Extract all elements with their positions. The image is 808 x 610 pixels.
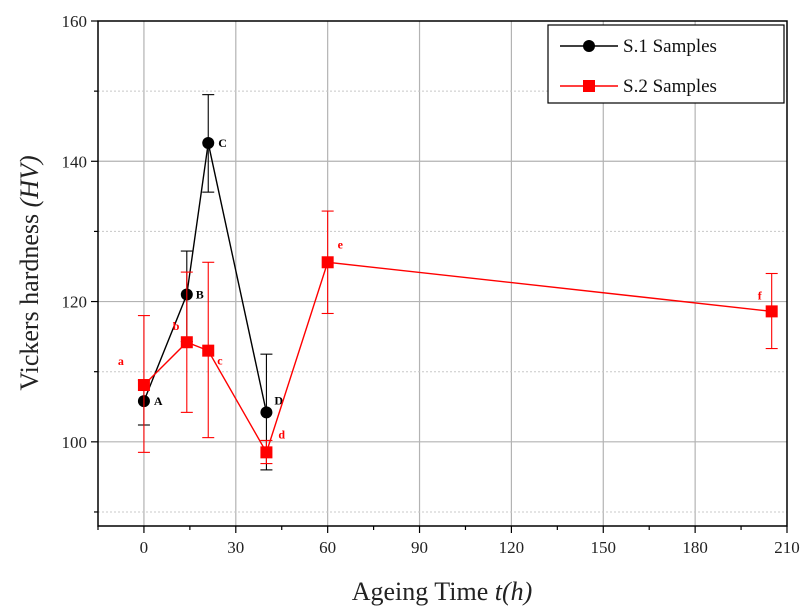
point-label: e — [338, 237, 344, 251]
x-tick-label: 120 — [499, 538, 525, 557]
y-tick-label: 100 — [62, 433, 88, 452]
plot-frame — [97, 20, 788, 527]
x-tick-label: 90 — [411, 538, 428, 557]
legend-marker-s2 — [583, 80, 595, 92]
legend-marker-s1 — [583, 40, 595, 52]
point-label: C — [218, 136, 227, 150]
x-axis-title: Ageing Time t(h) — [352, 577, 533, 606]
legend-label-s1: S.1 Samples — [623, 36, 717, 57]
axis-ticks: 0 30 60 90 120 150 180 210 100 120 140 160 — [62, 12, 800, 557]
point-label: B — [196, 288, 204, 302]
point-label: A — [154, 394, 163, 408]
series-line — [143, 261, 772, 455]
data-point — [260, 446, 273, 459]
series-1: A B C D — [137, 94, 283, 471]
y-tick-label: 160 — [62, 12, 88, 31]
point-label: b — [173, 319, 180, 333]
x-tick-label: 30 — [227, 538, 244, 557]
x-tick-label: 60 — [319, 538, 336, 557]
data-point — [137, 379, 150, 392]
y-tick-label: 120 — [62, 293, 88, 312]
series-layer: A B C Da b c d e f — [118, 94, 778, 471]
x-tick-label: 210 — [774, 538, 800, 557]
data-point — [202, 344, 215, 357]
point-label: a — [118, 354, 124, 368]
data-point — [180, 336, 193, 349]
series-line — [143, 142, 268, 413]
legend: S.1 Samples S.2 Samples — [547, 24, 785, 104]
y-tick-label: 140 — [62, 152, 88, 171]
legend-label-s2: S.2 Samples — [623, 76, 717, 97]
point-label: f — [758, 288, 763, 302]
data-point — [260, 406, 273, 419]
point-label: c — [217, 354, 223, 368]
point-label: d — [278, 427, 285, 441]
series-2: a b c d e f — [118, 210, 778, 465]
data-point — [202, 137, 215, 150]
data-point — [321, 256, 334, 269]
data-point — [765, 305, 778, 318]
point-label: D — [274, 393, 283, 407]
x-tick-label: 150 — [591, 538, 617, 557]
x-tick-label: 180 — [682, 538, 708, 557]
x-tick-label: 0 — [140, 538, 149, 557]
y-axis-title: Vickers hardness (HV) — [15, 155, 44, 390]
